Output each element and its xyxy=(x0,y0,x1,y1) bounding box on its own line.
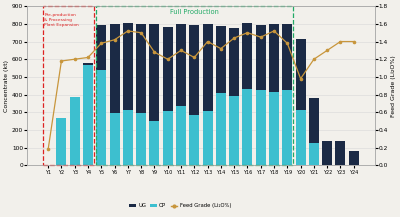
Bar xyxy=(269,92,279,165)
Feed Grade (Li₂O%) xyxy=(112,38,117,41)
Bar xyxy=(123,23,133,110)
Bar xyxy=(83,63,93,64)
Bar xyxy=(336,141,346,165)
Legend: UG, OP, Feed Grade (Li₂O%): UG, OP, Feed Grade (Li₂O%) xyxy=(127,201,233,210)
Feed Grade (Li₂O%) xyxy=(351,40,356,43)
Feed Grade (Li₂O%) xyxy=(72,58,77,61)
Bar xyxy=(189,25,199,115)
Feed Grade (Li₂O%) xyxy=(258,36,263,38)
Feed Grade (Li₂O%) xyxy=(245,31,250,34)
Bar xyxy=(136,113,146,165)
Feed Grade (Li₂O%) xyxy=(99,42,104,45)
Bar xyxy=(202,24,212,111)
Bar xyxy=(242,89,252,165)
Feed Grade (Li₂O%) xyxy=(86,56,90,59)
Bar xyxy=(309,143,319,165)
Bar xyxy=(42,6,94,165)
Bar xyxy=(110,24,120,113)
Feed Grade (Li₂O%) xyxy=(272,30,276,32)
Feed Grade (Li₂O%) xyxy=(232,37,236,39)
Bar xyxy=(163,27,173,110)
Bar xyxy=(202,111,212,165)
Bar xyxy=(150,121,160,165)
Feed Grade (Li₂O%) xyxy=(285,42,290,45)
Bar xyxy=(123,110,133,165)
Bar xyxy=(176,24,186,106)
Bar xyxy=(242,23,252,89)
Bar xyxy=(322,141,332,165)
Feed Grade (Li₂O%) xyxy=(325,49,330,52)
Text: Full Production: Full Production xyxy=(170,9,219,15)
Bar xyxy=(163,110,173,165)
Bar xyxy=(229,96,239,165)
Feed Grade (Li₂O%) xyxy=(139,31,144,34)
Bar xyxy=(189,115,199,165)
Bar xyxy=(136,24,146,113)
Bar xyxy=(96,70,106,165)
Y-axis label: Feed Grade (Li₂O%): Feed Grade (Li₂O%) xyxy=(391,55,396,117)
Feed Grade (Li₂O%) xyxy=(59,60,64,62)
Bar xyxy=(282,90,292,165)
Feed Grade (Li₂O%) xyxy=(46,148,50,151)
Bar xyxy=(269,24,279,92)
Bar xyxy=(56,118,66,165)
Bar xyxy=(296,39,306,110)
Bar xyxy=(70,97,80,165)
Feed Grade (Li₂O%) xyxy=(152,51,157,53)
Text: Pre-production
& Processing
Plant Expansion: Pre-production & Processing Plant Expans… xyxy=(44,13,79,27)
Bar xyxy=(309,98,319,143)
Bar xyxy=(150,24,160,121)
Bar xyxy=(96,6,293,165)
Feed Grade (Li₂O%) xyxy=(179,49,184,52)
Feed Grade (Li₂O%) xyxy=(205,40,210,43)
Bar xyxy=(296,110,306,165)
Bar xyxy=(96,25,106,70)
Bar xyxy=(229,28,239,96)
Bar xyxy=(256,25,266,90)
Bar xyxy=(83,64,93,165)
Feed Grade (Li₂O%) xyxy=(312,58,316,61)
Line: Feed Grade (Li₂O%): Feed Grade (Li₂O%) xyxy=(47,30,355,151)
Feed Grade (Li₂O%) xyxy=(338,40,343,43)
Bar xyxy=(256,90,266,165)
Bar xyxy=(349,151,359,165)
Feed Grade (Li₂O%) xyxy=(298,77,303,80)
Bar xyxy=(110,113,120,165)
Feed Grade (Li₂O%) xyxy=(126,30,130,32)
Feed Grade (Li₂O%) xyxy=(192,56,197,59)
Y-axis label: Concentrate (kt): Concentrate (kt) xyxy=(4,60,9,112)
Bar xyxy=(176,106,186,165)
Bar xyxy=(216,26,226,93)
Bar xyxy=(216,93,226,165)
Feed Grade (Li₂O%) xyxy=(218,47,223,50)
Feed Grade (Li₂O%) xyxy=(165,58,170,61)
Bar xyxy=(282,24,292,90)
